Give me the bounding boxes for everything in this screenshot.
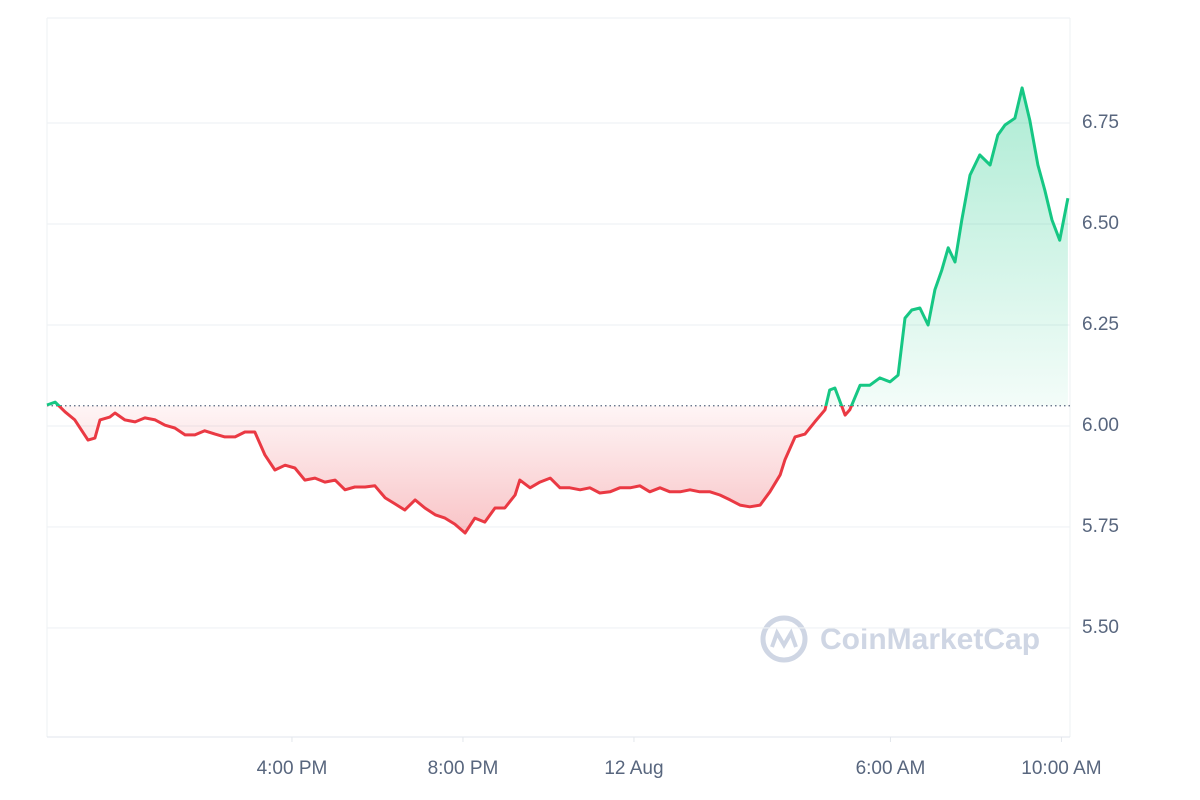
x-tick-label: 12 Aug	[604, 758, 663, 779]
y-tick-label: 6.75	[1082, 112, 1119, 133]
y-tick-label: 5.75	[1082, 516, 1119, 537]
x-tick-label: 4:00 PM	[257, 758, 328, 779]
x-tick-label: 10:00 AM	[1021, 758, 1101, 779]
watermark: CoinMarketCap	[760, 615, 1040, 663]
x-tick-label: 6:00 AM	[856, 758, 926, 779]
x-tick-label: 8:00 PM	[428, 758, 499, 779]
price-line	[46, 86, 1070, 535]
y-tick-label: 6.25	[1082, 314, 1119, 335]
y-tick-label: 5.50	[1082, 617, 1119, 638]
watermark-logo-mark	[770, 628, 798, 649]
y-tick-label: 6.00	[1082, 415, 1119, 436]
area	[47, 87, 1068, 534]
watermark-logo	[760, 615, 808, 663]
y-tick-label: 6.50	[1082, 213, 1119, 234]
